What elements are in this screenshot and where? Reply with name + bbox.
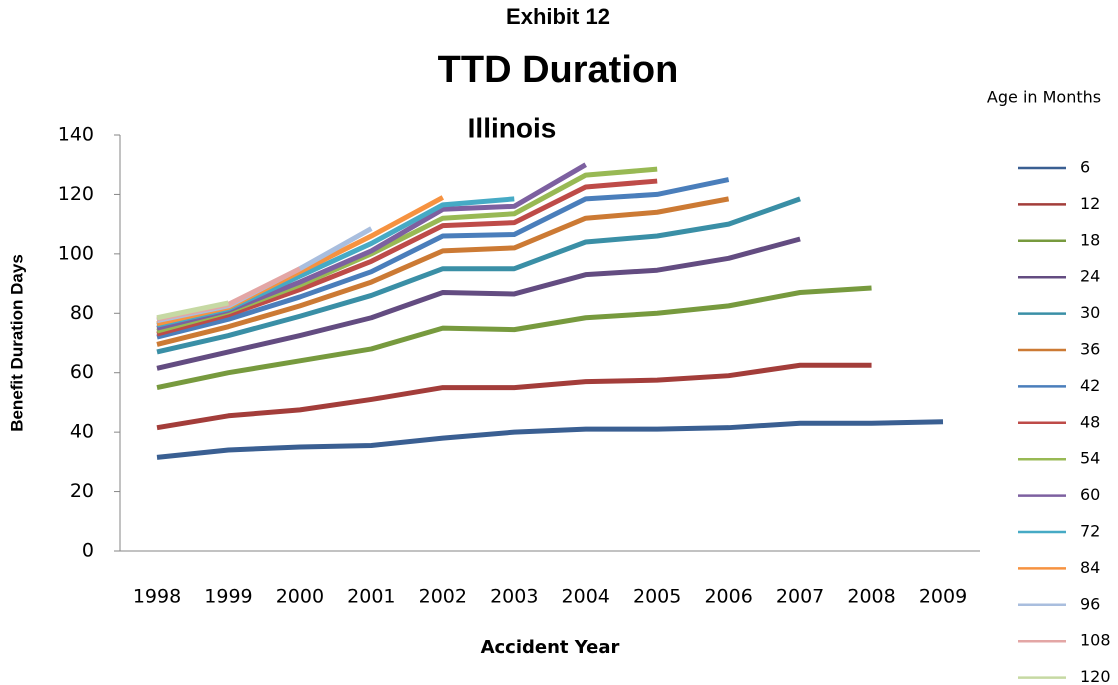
series-line (156, 285, 872, 391)
chart-subtitle: Illinois (468, 112, 557, 143)
legend-label: 72 (1080, 522, 1100, 541)
legend-label: 42 (1080, 376, 1100, 395)
y-tick-label: 140 (58, 124, 94, 146)
x-tick-label: 2000 (276, 586, 324, 608)
y-tick-label: 20 (70, 480, 94, 502)
legend-label: 108 (1080, 631, 1111, 650)
legend-label: 24 (1080, 267, 1100, 286)
series-line (156, 419, 944, 460)
series-line (156, 300, 229, 321)
legend-label: 60 (1080, 485, 1100, 504)
legend-label: 36 (1080, 340, 1100, 359)
legend-label: 48 (1080, 412, 1100, 431)
legend-label: 54 (1080, 449, 1100, 468)
x-tick-label: 1998 (133, 586, 181, 608)
legend-label: 30 (1080, 303, 1100, 322)
x-tick-label: 2005 (633, 586, 681, 608)
legend-label: 84 (1080, 558, 1100, 577)
y-tick-label: 120 (58, 183, 94, 205)
legend-label: 12 (1080, 194, 1100, 213)
x-tick-label: 2003 (490, 586, 538, 608)
chart-supertitle: Exhibit 12 (506, 4, 610, 29)
y-tick-label: 40 (70, 421, 94, 443)
legend-title: Age in Months (987, 88, 1101, 107)
series-line (156, 196, 730, 347)
legend-label: 96 (1080, 594, 1100, 613)
legend-label: 6 (1080, 158, 1090, 177)
y-tick-label: 60 (70, 361, 94, 383)
y-axis-label: Benefit Duration Days (7, 254, 26, 432)
y-tick-label: 80 (70, 302, 94, 324)
y-tick-label: 100 (58, 242, 94, 264)
series-line (156, 196, 801, 355)
x-tick-label: 2007 (776, 586, 824, 608)
x-tick-label: 2004 (562, 586, 610, 608)
series-line (156, 236, 801, 371)
x-tick-label: 2001 (347, 586, 395, 608)
series-line (156, 178, 658, 337)
legend-label: 18 (1080, 230, 1100, 249)
legend-label: 120 (1080, 667, 1111, 685)
x-tick-label: 2009 (919, 586, 967, 608)
y-tick-label: 0 (82, 540, 94, 562)
x-tick-label: 2006 (704, 586, 752, 608)
x-axis-label: Accident Year (481, 637, 620, 658)
x-tick-label: 2008 (847, 586, 895, 608)
chart-title: TTD Duration (438, 49, 679, 91)
x-tick-label: 2002 (419, 586, 467, 608)
series-line (156, 177, 730, 340)
series-line (156, 362, 872, 431)
x-tick-label: 1999 (204, 586, 252, 608)
